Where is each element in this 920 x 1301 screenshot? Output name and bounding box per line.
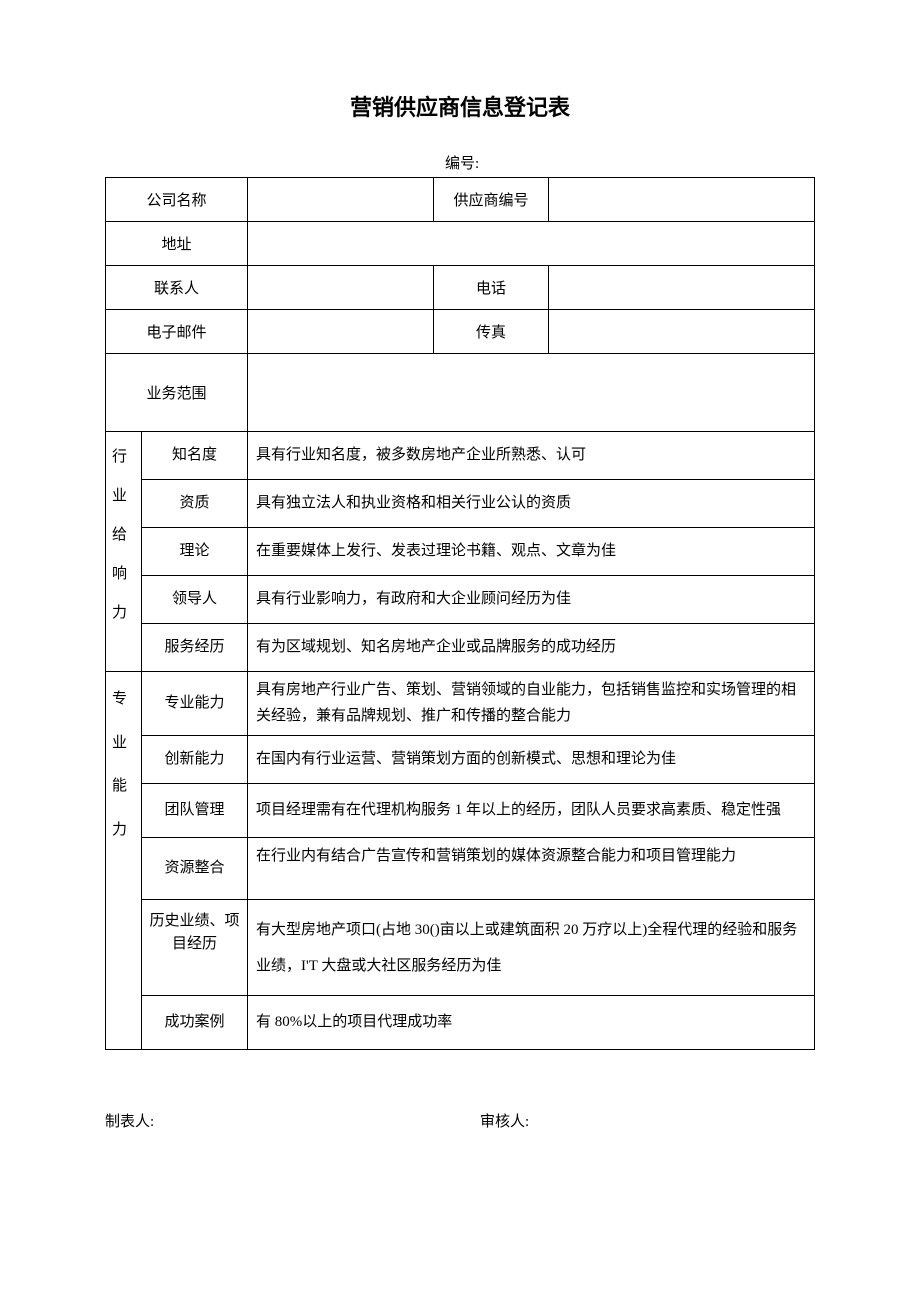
reputation-label: 知名度 — [142, 432, 248, 480]
qualification-label: 资质 — [142, 480, 248, 528]
success-body: 有 80%以上的项目代理成功率 — [248, 996, 815, 1050]
email-value — [248, 310, 434, 354]
form-table: 公司名称 供应商编号 地址 联系人 电话 电子邮件 传真 业务范围 — [105, 177, 815, 1050]
leader-label: 领导人 — [142, 576, 248, 624]
preparer-label: 制表人: — [105, 1110, 460, 1131]
contact-value — [248, 266, 434, 310]
scope-value — [248, 354, 815, 432]
supplier-no-value — [549, 178, 815, 222]
resource-label: 资源整合 — [142, 838, 248, 900]
innovation-label: 创新能力 — [142, 736, 248, 784]
address-value — [248, 222, 815, 266]
supplier-no-label: 供应商编号 — [434, 178, 549, 222]
fax-label: 传真 — [434, 310, 549, 354]
group-professional: 专业 能 力 — [106, 672, 142, 1050]
contact-label: 联系人 — [106, 266, 248, 310]
history-body: 有大型房地产项口(占地 30()亩以上或建筑面积 20 万疗以上)全程代理的经验… — [248, 900, 815, 996]
service-hist-label: 服务经历 — [142, 624, 248, 672]
pro-ability-body: 具有房地产行业广告、策划、营销领域的自业能力，包括销售监控和实场管理的相关经验，… — [248, 672, 815, 736]
serial-label: 编号: — [105, 152, 815, 173]
address-label: 地址 — [106, 222, 248, 266]
scope-label: 业务范围 — [106, 354, 248, 432]
pro-ability-label: 专业能力 — [142, 672, 248, 736]
page-title: 营销供应商信息登记表 — [105, 90, 815, 122]
success-label: 成功案例 — [142, 996, 248, 1050]
group-industry: 行 业 给 响 力 — [106, 432, 142, 672]
footer: 制表人: 审核人: — [105, 1110, 815, 1131]
email-label: 电子邮件 — [106, 310, 248, 354]
company-label: 公司名称 — [106, 178, 248, 222]
qualification-body: 具有独立法人和执业资格和相关行业公认的资质 — [248, 480, 815, 528]
fax-value — [549, 310, 815, 354]
theory-body: 在重要媒体上发行、发表过理论书籍、观点、文章为佳 — [248, 528, 815, 576]
reputation-body: 具有行业知名度，被多数房地产企业所熟悉、认可 — [248, 432, 815, 480]
innovation-body: 在国内有行业运营、营销策划方面的创新模式、思想和理论为佳 — [248, 736, 815, 784]
reviewer-label: 审核人: — [460, 1110, 815, 1131]
phone-label: 电话 — [434, 266, 549, 310]
company-value — [248, 178, 434, 222]
phone-value — [549, 266, 815, 310]
team-label: 团队管理 — [142, 784, 248, 838]
service-hist-body: 有为区域规划、知名房地产企业或品牌服务的成功经历 — [248, 624, 815, 672]
team-body: 项目经理需有在代理机构服务 1 年以上的经历，团队人员要求高素质、稳定性强 — [248, 784, 815, 838]
leader-body: 具有行业影响力，有政府和大企业顾问经历为佳 — [248, 576, 815, 624]
resource-body: 在行业内有结合广告宣传和营销策划的媒体资源整合能力和项目管理能力 — [248, 838, 815, 900]
theory-label: 理论 — [142, 528, 248, 576]
history-label: 历史业绩、项目经历 — [142, 900, 248, 996]
